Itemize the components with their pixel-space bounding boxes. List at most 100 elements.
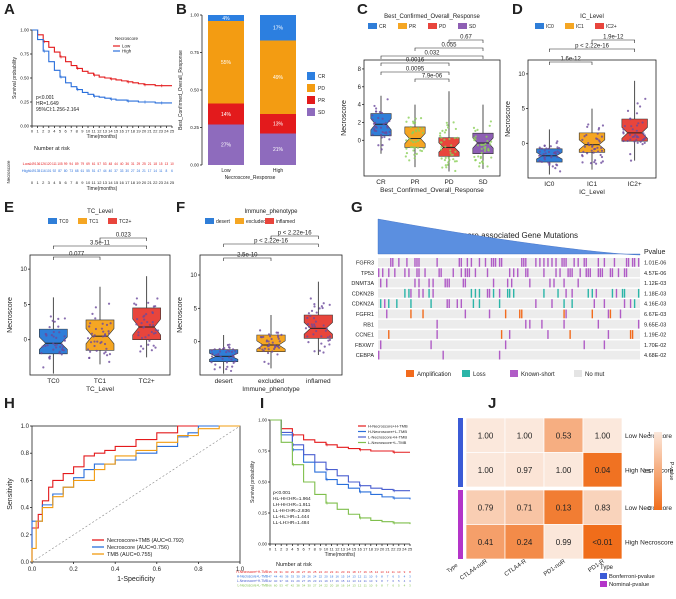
data-point (410, 139, 413, 142)
mutation-cell (378, 350, 380, 360)
data-point (44, 344, 47, 347)
mutation-cell (541, 319, 543, 329)
data-point (448, 158, 451, 162)
heatmap-cell-value: 1.00 (478, 466, 494, 475)
mutation-cell (456, 299, 458, 308)
mutation-cell (498, 299, 501, 308)
mutation-cell (597, 258, 600, 267)
data-point (538, 154, 541, 157)
risk-count: 55 (86, 169, 90, 173)
data-point (89, 350, 92, 353)
data-point (454, 127, 457, 131)
mutation-cell (498, 288, 501, 298)
data-point (139, 350, 142, 353)
legend-title: TC_Level (87, 209, 113, 215)
heatmap-cell-value: 1.00 (556, 466, 572, 475)
plot-frame (199, 254, 343, 376)
risk-count: 126 (41, 162, 47, 166)
mutation-cell (506, 278, 509, 288)
risk-count: 30 (285, 570, 289, 574)
mutation-cell (567, 268, 569, 278)
y-tick-label: 10 (20, 267, 27, 273)
gene-label: FGFR3 (356, 261, 374, 267)
gene-pvalue: 6.67E-03 (644, 312, 666, 318)
mutation-cell (637, 258, 640, 267)
risk-count: 10 (170, 162, 174, 166)
x-tick-label: 15 (114, 129, 119, 134)
data-point (137, 334, 140, 337)
risk-x-tick: 20 (142, 180, 147, 185)
data-point (634, 133, 637, 137)
x-axis-label: Time(months) (87, 134, 118, 140)
mutation-cell (563, 278, 565, 288)
mutation-cell (428, 288, 430, 298)
mutation-cell (462, 278, 465, 288)
p-value-label: 0.077 (69, 252, 85, 258)
data-point (555, 141, 558, 145)
data-point (154, 328, 157, 332)
mutation-cell (414, 258, 416, 267)
data-point (312, 317, 316, 320)
mutation-cell (436, 330, 438, 339)
data-point (419, 149, 422, 152)
data-point (626, 139, 629, 142)
risk-count: 60 (274, 584, 278, 588)
legend-swatch-cr (307, 72, 315, 80)
heatmap-cell-value: 0.41 (478, 538, 494, 547)
mutation-cell (621, 288, 624, 298)
heatmap-cell (582, 452, 623, 488)
data-point (225, 351, 228, 354)
mutation-cell (394, 268, 396, 278)
data-point (473, 136, 476, 140)
data-point (143, 325, 146, 329)
mutation-cell (464, 268, 467, 278)
data-point (259, 335, 262, 339)
data-point (267, 348, 270, 351)
mutation-cell (478, 258, 481, 267)
data-point (633, 140, 636, 143)
mutation-cell (555, 268, 557, 278)
legend-swatch-sd (458, 23, 467, 29)
legend-label: PD (318, 86, 325, 92)
risk-count: 27 (131, 169, 135, 173)
panel-letter-a: A (4, 1, 15, 18)
plot-frame (363, 59, 501, 177)
type-annotation-bar (458, 490, 463, 525)
mutation-cell (529, 319, 531, 329)
data-point (454, 169, 457, 173)
mutation-cell (535, 258, 537, 267)
risk-count: 33 (291, 575, 295, 579)
mutation-cell (508, 268, 511, 278)
x-tick-label: 9 (81, 129, 84, 134)
data-point (643, 134, 646, 137)
x-axis-label: TC_Level (86, 386, 114, 393)
data-point (268, 343, 271, 346)
data-point (328, 343, 331, 346)
panel-letters: A B C D E F G H I J (4, 1, 523, 412)
legend-swatch-ic1 (565, 23, 574, 29)
data-point (480, 151, 483, 154)
risk-count: 8 (381, 584, 383, 588)
data-point (600, 146, 603, 150)
data-point (381, 144, 384, 147)
data-point (104, 350, 107, 354)
mutation-cell (597, 319, 600, 329)
risk-count: 4 (404, 575, 406, 579)
legend-label: L-Necroscore+H-TMB (368, 435, 407, 440)
risk-count: 101 (46, 169, 52, 173)
x-axis-label: IC_Level (579, 189, 605, 196)
data-point (600, 135, 604, 138)
data-point (90, 332, 94, 335)
risk-count: 14 (375, 570, 379, 574)
data-point (371, 133, 374, 136)
mutation-cell (492, 288, 495, 298)
mutation-cell (384, 299, 386, 308)
data-point (318, 349, 321, 352)
risk-count: 9 (376, 584, 378, 588)
risk-count: 19 (324, 579, 328, 583)
data-point (210, 349, 213, 352)
data-point (152, 305, 155, 308)
data-point (93, 334, 96, 337)
mutation-cell (603, 299, 606, 308)
mutation-cell (571, 288, 573, 298)
